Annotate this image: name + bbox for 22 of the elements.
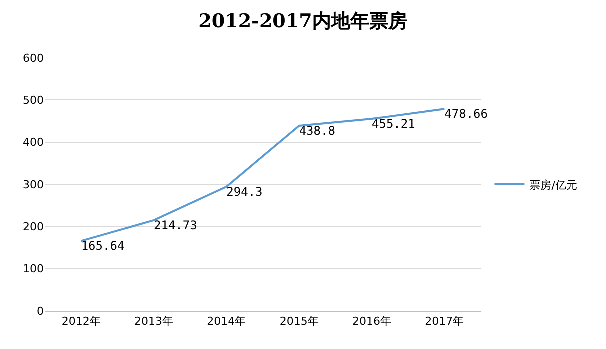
y-tick-label: 300 (23, 178, 44, 192)
x-tick-label: 2014年 (207, 315, 246, 328)
y-tick-label: 0 (37, 304, 44, 318)
data-label: 438.8 (299, 124, 336, 138)
data-label: 165.64 (81, 239, 125, 254)
y-tick-label: 400 (23, 136, 44, 150)
line-series (80, 108, 446, 242)
y-tick-label: 500 (23, 94, 44, 108)
legend-label: 票房/亿元 (530, 178, 578, 192)
chart-title: 2012-2017内地年票房 (198, 10, 408, 32)
data-label: 455.21 (372, 117, 416, 132)
data-label: 294.3 (226, 184, 263, 199)
y-tick-label: 200 (23, 220, 44, 234)
x-tick-label: 2016年 (352, 315, 392, 328)
data-label: 478.66 (444, 107, 488, 122)
y-tick-label: 600 (23, 52, 44, 65)
x-tick-label: 2012年 (62, 315, 101, 328)
x-tick-label: 2015年 (280, 315, 319, 328)
y-tick-label: 100 (23, 262, 44, 276)
data-label: 214.73 (154, 218, 198, 232)
x-tick-label: 2017年 (425, 315, 464, 328)
x-tick-label: 2013年 (134, 315, 174, 328)
